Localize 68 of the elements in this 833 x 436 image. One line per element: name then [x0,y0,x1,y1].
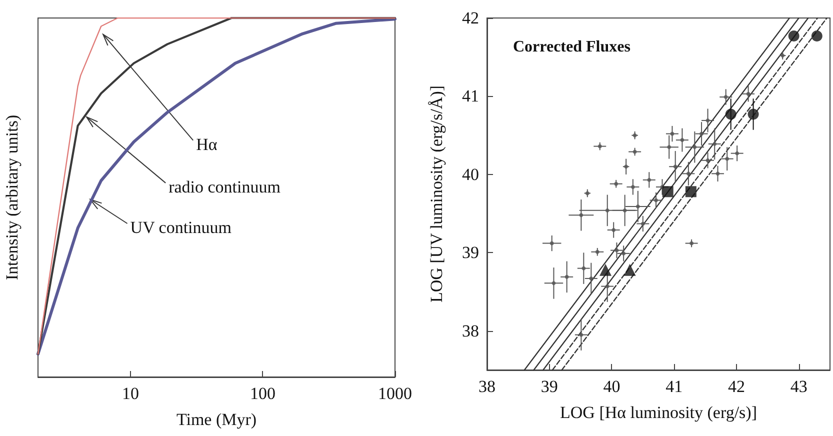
y-tick-label: 42 [462,8,479,28]
point [706,118,710,122]
point [692,145,697,150]
point [599,264,612,276]
point [706,158,710,162]
point [614,182,618,186]
point [564,274,569,279]
y-axis-title: LOG [UV luminosity (erg/s/Å)] [427,85,446,303]
point [630,184,635,189]
point [686,172,690,176]
point [746,92,750,96]
point [579,213,584,218]
point [589,276,594,280]
point [595,250,600,254]
point [811,30,822,42]
x-axis-title: Time (Myr) [176,410,257,429]
y-tick-label: 39 [462,243,479,262]
point [788,30,800,42]
x-tick-label: 10 [122,384,139,403]
point [640,222,645,226]
point [552,281,556,286]
point [670,132,674,136]
point [632,150,637,154]
point [735,151,740,156]
x-tick-label: 39 [540,377,558,396]
point [598,144,602,148]
x-tick-label: 43 [790,377,808,396]
x-tick-label: 40 [603,377,620,396]
point [667,145,672,150]
point [622,251,626,256]
point [673,164,678,169]
annotation: radio continuum [168,177,280,196]
point [647,178,652,182]
point [624,264,636,276]
x-tick-label: 42 [728,377,745,396]
y-axis-title: Intensity (arbitary units) [2,114,22,280]
point [690,241,694,246]
y-tick-label: 40 [462,164,479,184]
point [716,172,720,176]
x-tick-label: 38 [478,377,496,396]
point [622,208,627,212]
point [612,228,616,232]
point [579,332,584,337]
point [685,186,696,198]
point [712,142,717,146]
point [614,248,619,252]
point [724,95,728,100]
point [662,186,674,198]
point [605,208,610,212]
annotation: UV continuum [130,218,232,237]
x-tick-label: 100 [250,384,276,403]
x-tick-label: 1000 [378,384,412,403]
x-tick-label: 41 [666,377,683,396]
point [550,241,554,246]
point [680,138,684,142]
y-tick-label: 38 [462,321,479,340]
point [582,266,586,270]
text: Corrected Fluxes [513,38,630,56]
point [636,204,640,209]
x-axis-title: LOG [Hα luminosity (erg/s)] [560,403,757,422]
y-tick-label: 41 [462,86,479,106]
point [700,132,704,136]
point [605,284,610,288]
point [748,108,759,120]
point [725,108,736,120]
point [654,198,658,202]
point [725,156,730,161]
annotation: Hα [196,134,218,154]
